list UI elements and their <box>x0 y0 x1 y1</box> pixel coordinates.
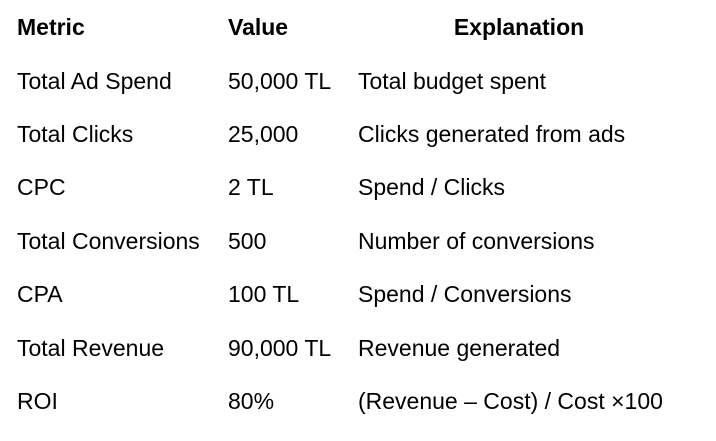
metric-cell: ROI <box>17 387 58 414</box>
metric-cell: Total Conversions <box>17 227 200 254</box>
explanation-cell: Total budget spent <box>358 67 546 94</box>
table-row: ROI 80% (Revenue – Cost) / Cost ×100 <box>17 375 680 428</box>
table-row: Total Conversions 500 Number of conversi… <box>17 215 680 268</box>
metric-cell: Total Revenue <box>17 334 165 361</box>
explanation-cell: Spend / Conversions <box>358 281 572 308</box>
table-row: CPC 2 TL Spend / Clicks <box>17 161 680 214</box>
table-body: Total Ad Spend 50,000 TL Total budget sp… <box>17 54 680 428</box>
value-column-header: Value <box>228 14 289 41</box>
value-cell: 80% <box>228 387 275 414</box>
metric-cell: Total Clicks <box>17 120 134 147</box>
table-header: Metric Value Explanation <box>17 1 680 54</box>
value-cell: 2 TL <box>228 174 274 201</box>
value-cell: 500 <box>228 227 267 254</box>
value-cell: 90,000 TL <box>228 334 332 361</box>
value-cell: 25,000 <box>228 120 299 147</box>
metric-cell: Total Ad Spend <box>17 67 172 94</box>
explanation-cell: (Revenue – Cost) / Cost ×100 <box>358 387 663 414</box>
explanation-cell: Spend / Clicks <box>358 174 506 201</box>
table-row: CPA 100 TL Spend / Conversions <box>17 268 680 321</box>
metrics-table: Metric Value Explanation Total Ad Spend … <box>17 1 680 428</box>
explanation-cell: Number of conversions <box>358 227 595 254</box>
explanation-cell: Revenue generated <box>358 334 561 361</box>
metric-cell: CPA <box>17 281 63 308</box>
table-row: Total Ad Spend 50,000 TL Total budget sp… <box>17 54 680 107</box>
explanation-column-header: Explanation <box>453 14 585 41</box>
value-cell: 100 TL <box>228 281 300 308</box>
metric-cell: CPC <box>17 174 66 201</box>
table-row: Total Clicks 25,000 Clicks generated fro… <box>17 108 680 161</box>
table-row: Total Revenue 90,000 TL Revenue generate… <box>17 321 680 374</box>
header-row: Metric Value Explanation <box>17 1 680 54</box>
explanation-cell: Clicks generated from ads <box>358 120 626 147</box>
value-cell: 50,000 TL <box>228 67 332 94</box>
metric-column-header: Metric <box>17 14 85 41</box>
